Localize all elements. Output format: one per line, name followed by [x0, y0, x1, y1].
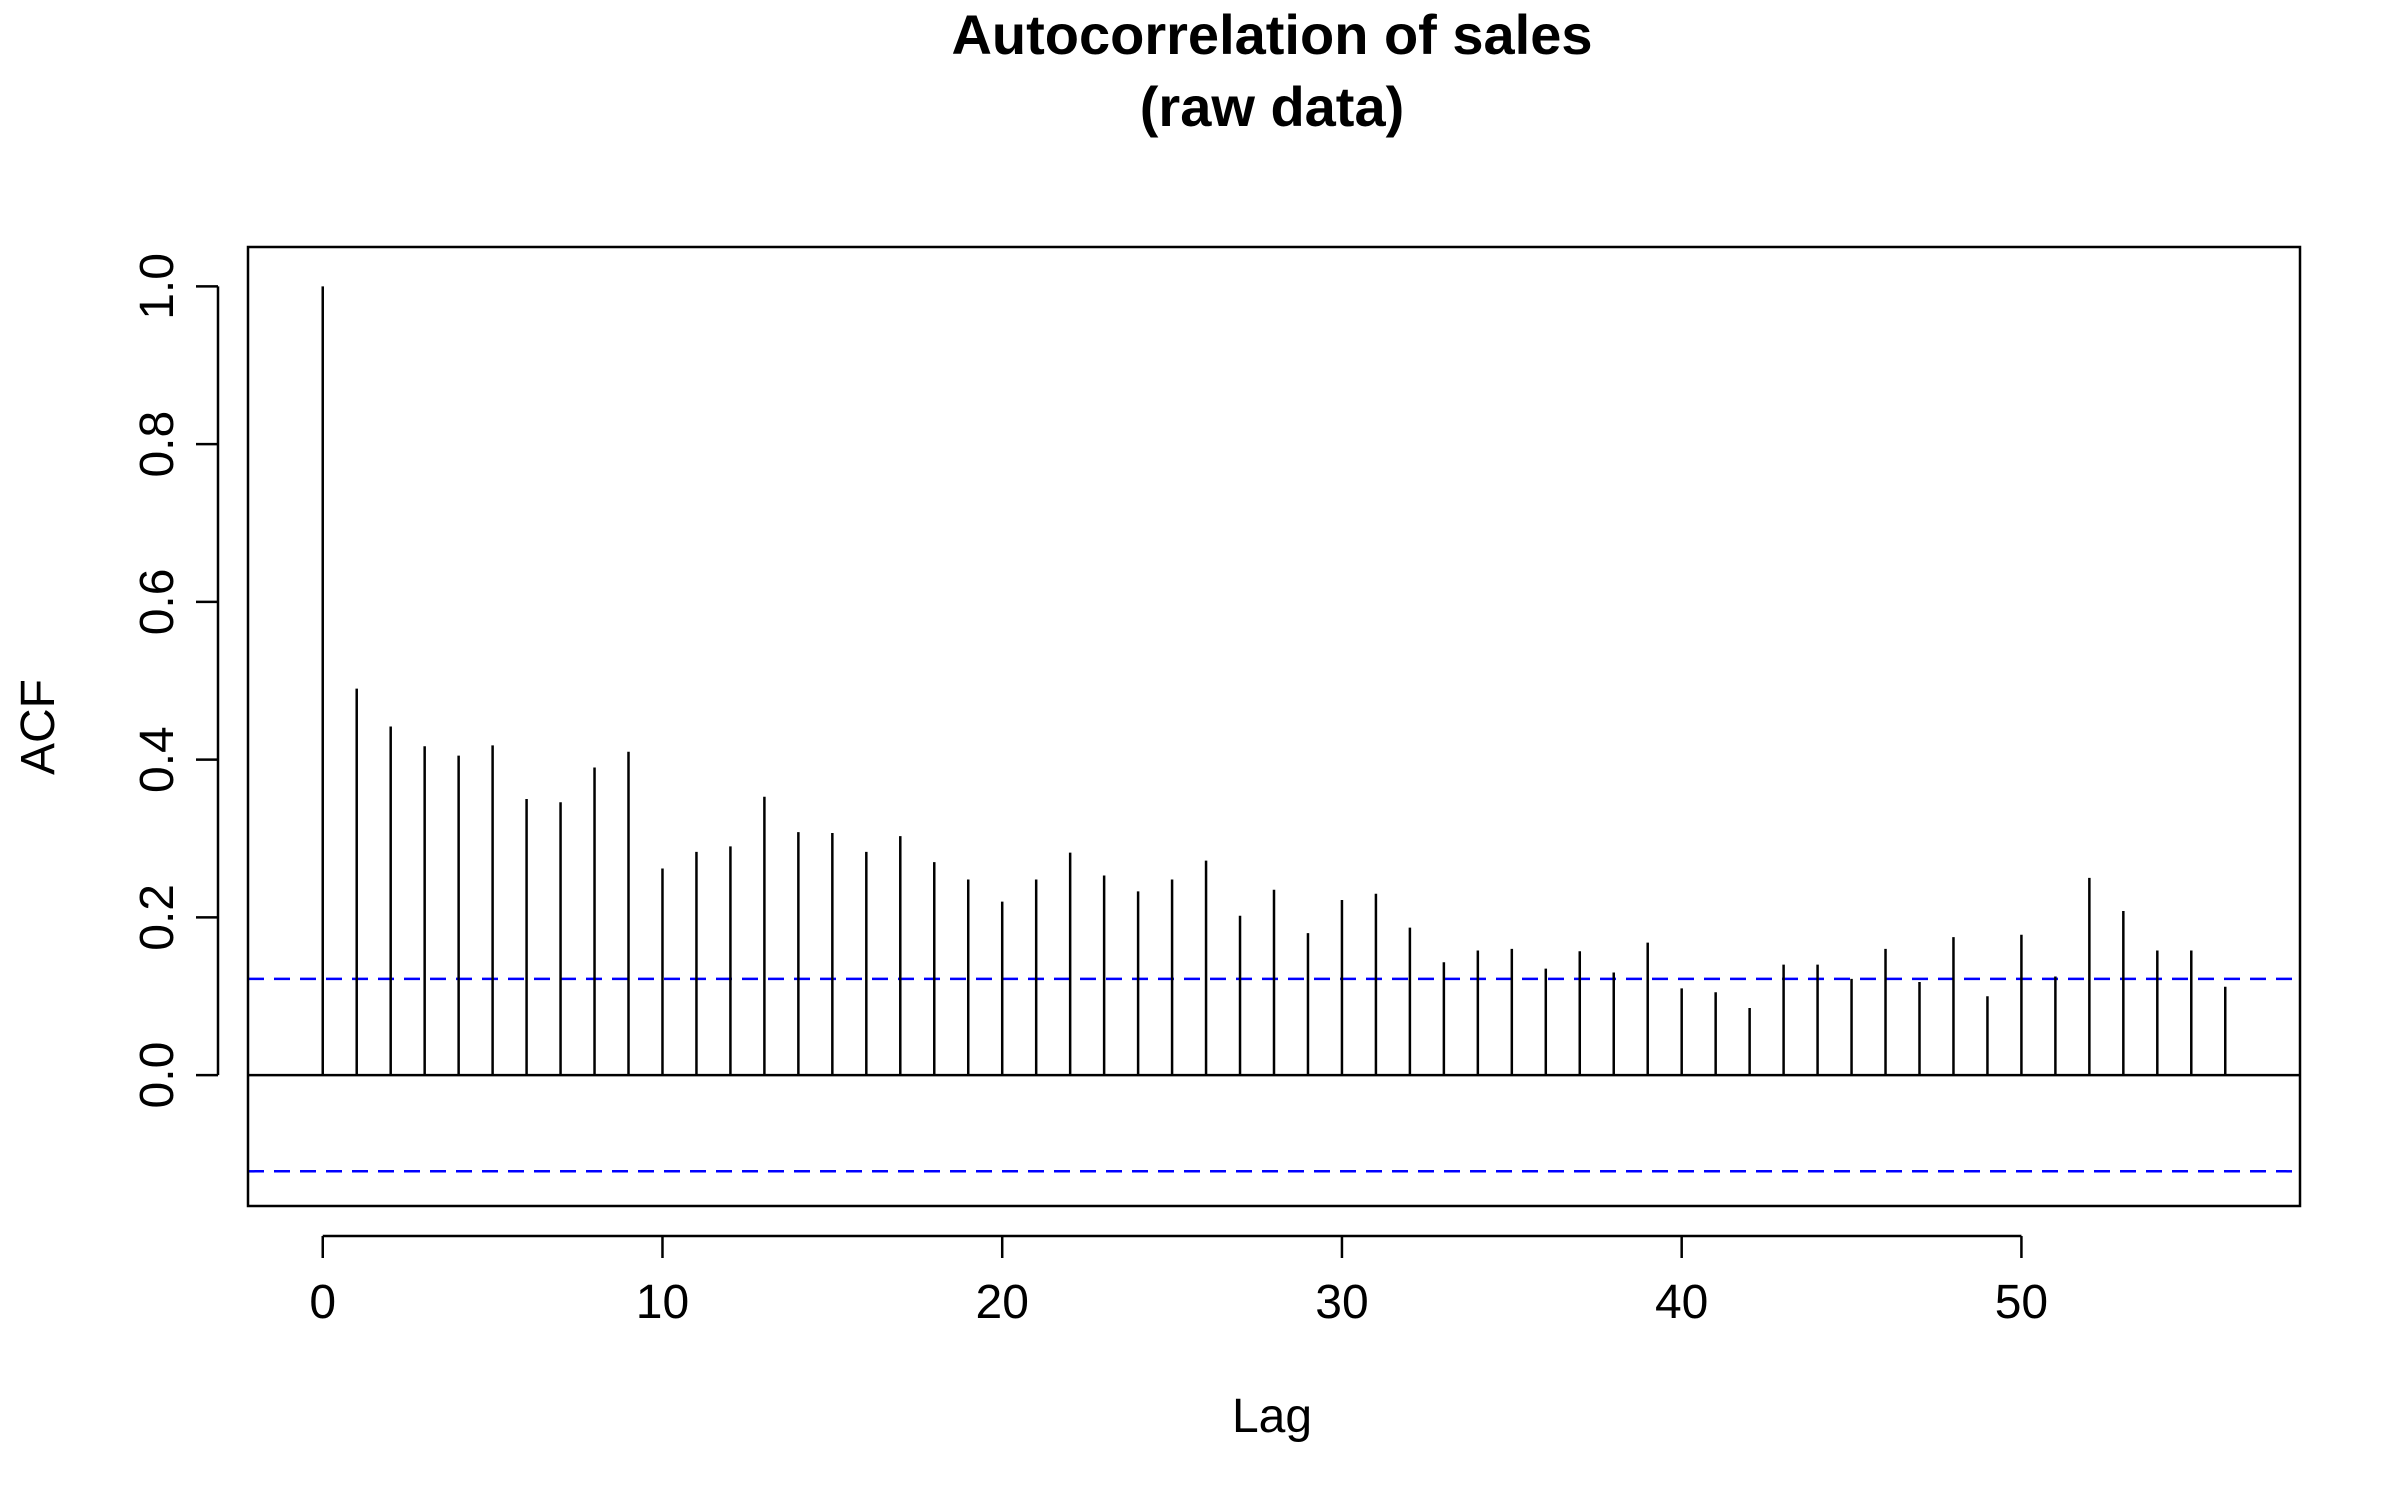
chart-title: Autocorrelation of sales (raw data) [951, 3, 1592, 138]
y-tick-label-0.8: 0.8 [131, 411, 184, 478]
y-tick-label-1: 1.0 [131, 253, 184, 320]
x-tick-label-30: 30 [1315, 1276, 1368, 1329]
plot-frame [246, 245, 2302, 1208]
y-tick-label-0: 0.0 [131, 1042, 184, 1109]
plot-area: 0 10 20 30 40 50 0.0 0.2 0.4 0.6 0.8 1.0 [131, 245, 2302, 1329]
x-tick-label-50: 50 [1995, 1276, 2048, 1329]
y-tick-label-0.6: 0.6 [131, 569, 184, 636]
chart-title-line-2: (raw data) [1140, 75, 1405, 138]
x-tick-label-10: 10 [636, 1276, 689, 1329]
x-tick-label-0: 0 [309, 1276, 336, 1329]
chart-title-line-1: Autocorrelation of sales [951, 3, 1592, 66]
x-tick-label-40: 40 [1655, 1276, 1708, 1329]
y-axis-label: ACF [12, 679, 65, 775]
x-tick-label-20: 20 [976, 1276, 1029, 1329]
y-tick-label-0.4: 0.4 [131, 726, 184, 793]
y-tick-label-0.2: 0.2 [131, 884, 184, 951]
x-axis-label: Lag [1232, 1390, 1312, 1443]
